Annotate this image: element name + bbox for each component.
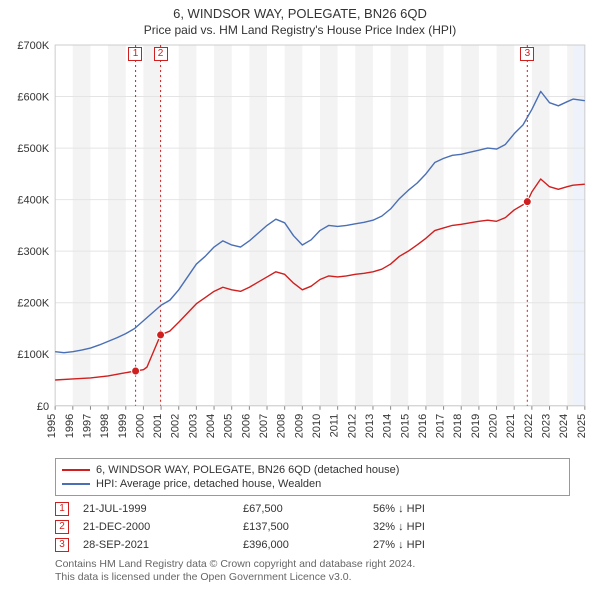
legend-swatch-hpi — [62, 483, 90, 485]
sale-delta: 27% ↓ HPI — [373, 539, 570, 551]
chart-svg: £0 £100K £200K £300K £400K £500K £600K £700K 199… — [0, 39, 600, 454]
svg-text:2004: 2004 — [205, 414, 217, 438]
sale-price_label: £396,000 — [243, 539, 373, 551]
svg-text:1997: 1997 — [81, 414, 93, 438]
svg-text:2025: 2025 — [576, 414, 588, 438]
sale-price_label: £67,500 — [243, 503, 373, 515]
titles: 6, WINDSOR WAY, POLEGATE, BN26 6QD Price… — [0, 0, 600, 39]
sale-marker-box: 1 — [128, 47, 142, 61]
sale-delta: 32% ↓ HPI — [373, 521, 570, 533]
svg-text:£300K: £300K — [17, 246, 49, 258]
sale-num-box: 3 — [55, 538, 69, 552]
svg-text:2002: 2002 — [170, 414, 182, 438]
legend: 6, WINDSOR WAY, POLEGATE, BN26 6QD (deta… — [55, 458, 570, 496]
svg-text:2016: 2016 — [417, 414, 429, 438]
legend-row-hpi: HPI: Average price, detached house, Weal… — [62, 477, 563, 491]
svg-text:2005: 2005 — [223, 414, 235, 438]
svg-text:2017: 2017 — [435, 414, 447, 438]
svg-text:£400K: £400K — [17, 195, 49, 207]
svg-text:1995: 1995 — [46, 414, 58, 438]
svg-text:2020: 2020 — [488, 414, 500, 438]
svg-text:1998: 1998 — [99, 414, 111, 438]
sale-num-box: 2 — [55, 520, 69, 534]
chart-container: 6, WINDSOR WAY, POLEGATE, BN26 6QD Price… — [0, 0, 600, 590]
legend-swatch-property — [62, 469, 90, 471]
svg-text:2022: 2022 — [523, 414, 535, 438]
sale-delta: 56% ↓ HPI — [373, 503, 570, 515]
footer-line2: This data is licensed under the Open Gov… — [55, 571, 570, 584]
legend-label-property: 6, WINDSOR WAY, POLEGATE, BN26 6QD (deta… — [96, 464, 399, 476]
svg-text:2006: 2006 — [240, 414, 252, 438]
svg-text:2012: 2012 — [346, 414, 358, 438]
svg-text:£0: £0 — [37, 401, 49, 413]
sale-num-box: 1 — [55, 502, 69, 516]
svg-text:2023: 2023 — [541, 414, 553, 438]
svg-text:2010: 2010 — [311, 414, 323, 438]
svg-text:2019: 2019 — [470, 414, 482, 438]
svg-text:1999: 1999 — [117, 414, 129, 438]
sale-price_label: £137,500 — [243, 521, 373, 533]
sale-table: 1 21-JUL-1999£67,50056% ↓ HPI 2 21-DEC-2000… — [55, 502, 570, 552]
svg-text:£500K: £500K — [17, 143, 49, 155]
legend-row-property: 6, WINDSOR WAY, POLEGATE, BN26 6QD (deta… — [62, 463, 563, 477]
svg-text:2003: 2003 — [187, 414, 199, 438]
svg-text:2001: 2001 — [152, 414, 164, 438]
svg-text:2011: 2011 — [329, 414, 341, 438]
svg-text:£600K: £600K — [17, 92, 49, 104]
svg-text:2014: 2014 — [382, 414, 394, 438]
sale-date: 21-JUL-1999 — [83, 503, 243, 515]
sale-marker-box: 3 — [520, 47, 534, 61]
svg-text:2021: 2021 — [505, 414, 517, 438]
legend-label-hpi: HPI: Average price, detached house, Weal… — [96, 478, 321, 490]
footer: Contains HM Land Registry data © Crown c… — [55, 558, 570, 584]
chart-footer-block: 6, WINDSOR WAY, POLEGATE, BN26 6QD (deta… — [0, 454, 600, 590]
svg-text:£700K: £700K — [17, 40, 49, 52]
sale-date: 21-DEC-2000 — [83, 521, 243, 533]
svg-text:2008: 2008 — [276, 414, 288, 438]
svg-text:2007: 2007 — [258, 414, 270, 438]
svg-text:£100K: £100K — [17, 349, 49, 361]
svg-text:2015: 2015 — [399, 414, 411, 438]
svg-text:£200K: £200K — [17, 298, 49, 310]
svg-text:2024: 2024 — [558, 414, 570, 438]
svg-text:2009: 2009 — [293, 414, 305, 438]
svg-text:2000: 2000 — [134, 414, 146, 438]
title-subtitle: Price paid vs. HM Land Registry's House … — [10, 23, 590, 37]
svg-text:1996: 1996 — [64, 414, 76, 438]
sale-date: 28-SEP-2021 — [83, 539, 243, 551]
footer-line1: Contains HM Land Registry data © Crown c… — [55, 558, 570, 571]
sale-marker-box: 2 — [154, 47, 168, 61]
title-address: 6, WINDSOR WAY, POLEGATE, BN26 6QD — [10, 6, 590, 21]
svg-text:2018: 2018 — [452, 414, 464, 438]
svg-text:2013: 2013 — [364, 414, 376, 438]
chart-area: £0 £100K £200K £300K £400K £500K £600K £700K 199… — [0, 39, 600, 454]
